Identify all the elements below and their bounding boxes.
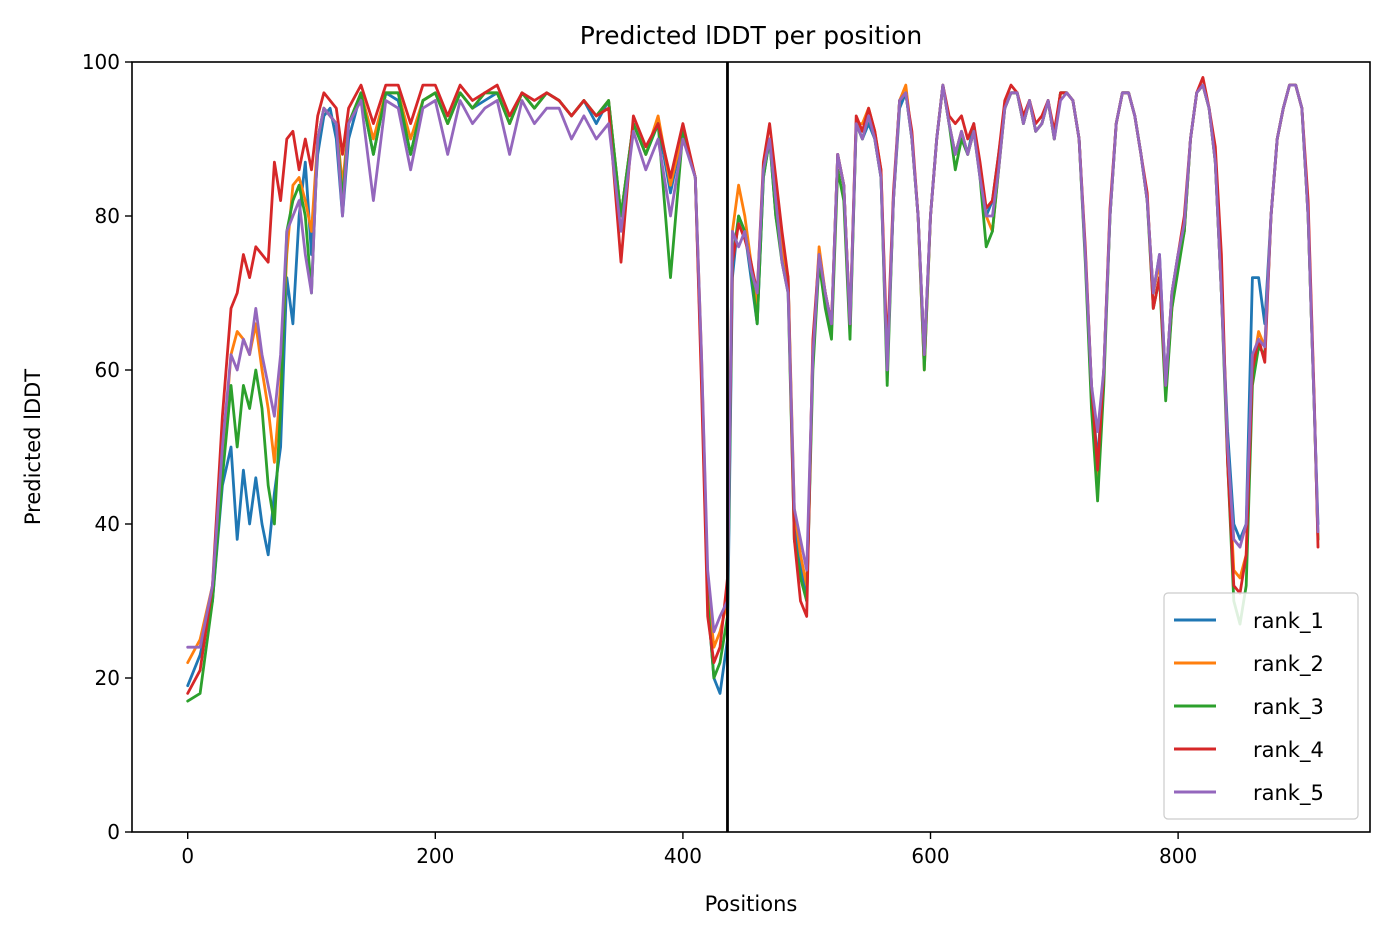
- x-tick-label: 200: [416, 844, 454, 868]
- x-axis-ticks: 0 200 400 600 800: [181, 832, 1197, 868]
- y-tick-label: 80: [95, 204, 120, 228]
- y-tick-label: 100: [82, 50, 120, 74]
- legend-label: rank_4: [1253, 738, 1324, 763]
- series-line-rank-5: [186, 83, 1320, 649]
- y-axis-label: Predicted lDDT: [21, 369, 45, 525]
- plot-area: [131, 61, 1371, 833]
- chart-title: Predicted lDDT per position: [580, 21, 922, 50]
- y-tick-label: 0: [107, 820, 120, 844]
- legend-label: rank_3: [1253, 695, 1324, 720]
- y-tick-label: 20: [95, 666, 120, 690]
- x-tick-label: 0: [181, 844, 194, 868]
- y-tick-label: 60: [95, 358, 120, 382]
- y-axis-ticks: 0 20 40 60 80 100: [82, 50, 132, 844]
- x-tick-label: 800: [1159, 844, 1197, 868]
- x-tick-label: 600: [911, 844, 949, 868]
- legend-box: [1163, 592, 1359, 820]
- x-axis-label: Positions: [705, 892, 798, 916]
- legend-label: rank_2: [1253, 652, 1324, 677]
- x-tick-label: 400: [664, 844, 702, 868]
- legend: rank_1 rank_2 rank_3 rank_4 rank_5: [1163, 592, 1359, 820]
- series-lines: [186, 76, 1320, 703]
- plot-frame: [131, 61, 1371, 833]
- legend-label: rank_1: [1253, 609, 1324, 634]
- y-tick-label: 40: [95, 512, 120, 536]
- legend-label: rank_5: [1253, 781, 1324, 806]
